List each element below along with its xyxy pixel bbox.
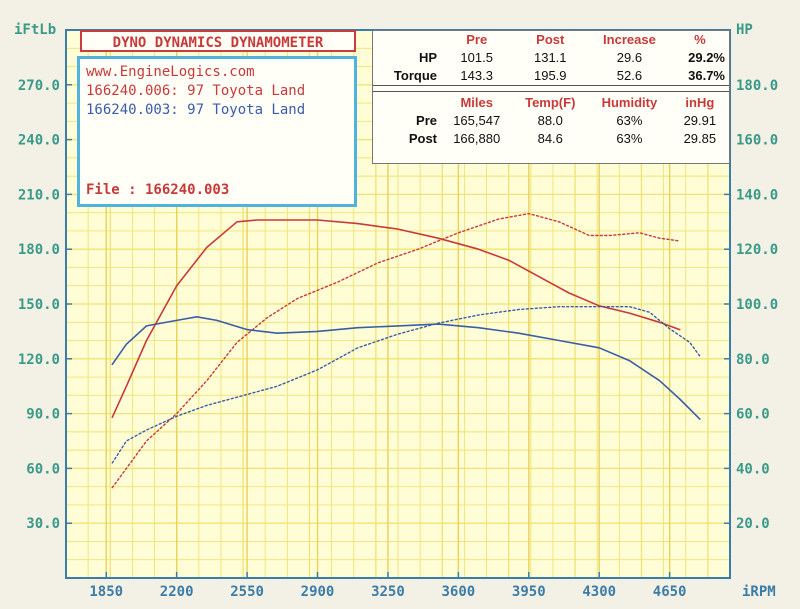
series-pre-torque [111, 315, 701, 420]
cell: 88.0 [537, 113, 563, 128]
conditions-header-miles: Miles [460, 95, 493, 110]
x-tick-label: 2900 [301, 584, 335, 600]
right-tick-label: 20.0 [736, 516, 770, 532]
power-header-pct: % [694, 32, 706, 47]
cell: 29.85 [683, 131, 717, 146]
left-tick-label: 60.0 [26, 461, 60, 477]
row-label: Pre [416, 113, 437, 128]
right-tick-label: 180.0 [736, 78, 778, 94]
power-header-pre: Pre [466, 32, 488, 47]
right-tick-label: 140.0 [736, 187, 778, 203]
x-tick-label: 2200 [160, 584, 194, 600]
cell: 36.7% [688, 68, 725, 83]
left-tick-label: 240.0 [18, 133, 60, 149]
left-tick-label: 30.0 [26, 516, 60, 532]
cell: 84.6 [537, 131, 563, 146]
left-axis-unit: iFtLb [14, 22, 56, 38]
conditions-row-pre: Pre 165,547 88.0 63% 29.91 [373, 112, 729, 130]
right-tick-label: 160.0 [736, 133, 778, 149]
stats-divider [373, 91, 729, 94]
left-tick-label: 180.0 [18, 242, 60, 258]
right-tick-label: 40.0 [736, 461, 770, 477]
series-pre-hp [111, 306, 701, 464]
conditions-header-inhg: inHg [685, 95, 715, 110]
right-tick-label: 120.0 [736, 242, 778, 258]
power-header-row: Pre Post Increase % [373, 31, 729, 49]
legend-run-pre: 166240.003: 97 Toyota Land [86, 102, 306, 118]
conditions-row-post: Post 166,880 84.6 63% 29.85 [373, 130, 729, 148]
row-label: Post [408, 131, 437, 146]
left-tick-label: 210.0 [18, 187, 60, 203]
run-legend-box: www.EngineLogics.com 166240.006: 97 Toyo… [77, 56, 357, 207]
power-header-blank [373, 31, 441, 49]
power-row-torque: Torque 143.3 195.9 52.6 36.7% [373, 67, 729, 86]
x-tick-label: 3950 [512, 584, 546, 600]
x-tick-label: 4300 [582, 584, 616, 600]
right-axis-unit: HP [736, 22, 753, 38]
cell: 63% [616, 131, 643, 146]
cell: 131.1 [533, 50, 567, 65]
power-row-hp: HP 101.5 131.1 29.6 29.2% [373, 49, 729, 67]
cell: 29.6 [616, 50, 643, 65]
left-tick-label: 90.0 [26, 407, 60, 423]
cell: 63% [616, 113, 643, 128]
x-tick-label: 4650 [653, 584, 687, 600]
chart-title: DYNO DYNAMICS DYNAMOMETER [80, 30, 356, 52]
chart-ticks: 30.0 60.0 90.0 120.0 150.0 180.0 210.0 240.0 270… [18, 78, 778, 600]
cell: 52.6 [616, 68, 643, 83]
power-header-post: Post [536, 32, 565, 47]
right-tick-label: 60.0 [736, 407, 770, 423]
stats-panel: Pre Post Increase % HP 101.5 131.1 29.6 … [372, 30, 730, 164]
row-label: HP [418, 50, 437, 65]
series-post-hp [111, 212, 681, 489]
series-post-torque [111, 219, 681, 419]
x-tick-label: 3250 [371, 584, 405, 600]
legend-run-post: 166240.006: 97 Toyota Land [86, 83, 306, 99]
conditions-header-blank [373, 94, 441, 112]
cell: 165,547 [453, 113, 501, 128]
left-tick-label: 120.0 [18, 352, 60, 368]
left-tick-label: 270.0 [18, 78, 60, 94]
conditions-header-row: Miles Temp(F) Humidity inHg [373, 94, 729, 112]
x-tick-label: 1850 [89, 584, 123, 600]
power-header-increase: Increase [603, 32, 656, 47]
chart-series [111, 212, 701, 489]
file-label: File : 166240.003 [86, 182, 230, 198]
left-tick-label: 150.0 [18, 297, 60, 313]
cell: 195.9 [533, 68, 567, 83]
cell: 166,880 [453, 131, 501, 146]
cell: 29.2% [688, 50, 725, 65]
website-label: www.EngineLogics.com [86, 64, 255, 80]
stats-divider [373, 85, 729, 92]
cell: 101.5 [460, 50, 493, 65]
conditions-header-humidity: Humidity [601, 95, 658, 110]
x-axis-unit: iRPM [742, 584, 776, 600]
right-tick-label: 100.0 [736, 297, 778, 313]
x-tick-label: 2550 [230, 584, 264, 600]
cell: 143.3 [460, 68, 493, 83]
x-tick-label: 3600 [442, 584, 476, 600]
right-tick-label: 80.0 [736, 352, 770, 368]
row-label: Torque [393, 68, 437, 83]
conditions-header-temp: Temp(F) [525, 95, 576, 110]
stats-table: Pre Post Increase % HP 101.5 131.1 29.6 … [373, 31, 729, 148]
cell: 29.91 [683, 113, 717, 128]
